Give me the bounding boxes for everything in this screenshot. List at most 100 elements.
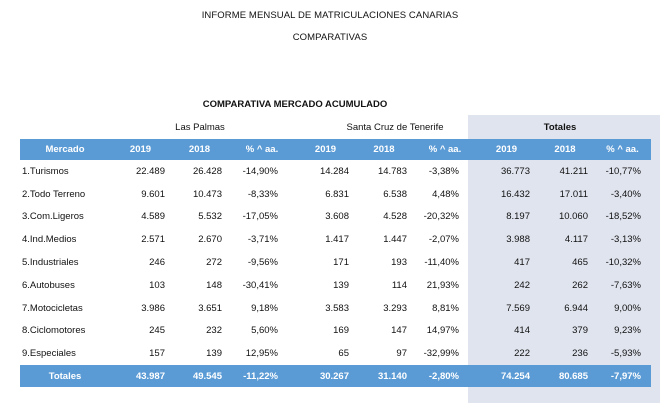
group-label-las-palmas: Las Palmas: [175, 122, 225, 133]
table-cell: 22.489: [135, 165, 165, 177]
totals-cell: 80.685: [536, 365, 594, 388]
table-cell: 7.569: [506, 302, 530, 314]
totals-cell: 31.140: [355, 365, 413, 388]
table-cell: 6.538: [383, 188, 407, 200]
table-cell: 245: [149, 325, 165, 337]
table-cell: 65: [338, 348, 349, 360]
table-cell: 21,93%: [426, 279, 459, 291]
table-cell: 16.432: [500, 188, 530, 200]
table-cell: -20,32%: [423, 211, 459, 223]
table-cell: 3.293: [383, 302, 407, 314]
table-cell: 14.783: [377, 165, 407, 177]
table-cell: -10,77%: [605, 165, 641, 177]
table-cell: 17.011: [559, 188, 588, 200]
table-cell: -32,99%: [423, 348, 459, 360]
table-cell: -8,33%: [247, 188, 278, 200]
table-cell: 12,95%: [245, 348, 278, 360]
column-header: 2019: [110, 139, 171, 160]
table-cell: 103: [149, 279, 165, 291]
market-name: 1.Turismos: [22, 165, 69, 177]
table-cell: 2.571: [141, 234, 165, 246]
table-row: 7.Motocicletas 3.986 3.651 9,18% 3.583 3…: [20, 297, 651, 320]
table-cell: 8,81%: [432, 302, 459, 314]
table-cell: 8.197: [506, 211, 530, 223]
table-row: 4.Ind.Medios 2.571 2.670 -3,71% 1.417 1.…: [20, 228, 651, 251]
table-row: 2.Todo Terreno 9.601 10.473 -8,33% 6.831…: [20, 183, 651, 206]
table-cell: 14,97%: [426, 325, 459, 337]
table-row: 1.Turismos 22.489 26.428 -14,90% 14.284 …: [20, 160, 651, 183]
totals-cell: -11,22%: [228, 365, 296, 388]
table-cell: 157: [149, 348, 165, 360]
table-cell: 6.944: [564, 302, 588, 314]
table-cell: 379: [572, 325, 588, 337]
table-cell: 9.601: [141, 188, 165, 200]
table-cell: 4.528: [383, 211, 407, 223]
header-row: Mercado 2019 2018 % ^ aa. 2019 2018 % ^ …: [20, 139, 651, 160]
table-cell: 41.211: [559, 165, 588, 177]
column-header: 2018: [536, 139, 594, 160]
table-cell: 3.651: [198, 302, 222, 314]
column-header: Mercado: [20, 139, 110, 160]
totals-cell: 43.987: [110, 365, 171, 388]
report-subtitle: COMPARATIVAS: [292, 32, 368, 43]
table-cell: 9,00%: [614, 302, 641, 314]
table-cell: 26.428: [192, 165, 222, 177]
table-cell: -9,56%: [247, 257, 278, 269]
table-cell: 242: [514, 279, 530, 291]
table-cell: 169: [333, 325, 349, 337]
totals-label: Totales: [20, 365, 110, 388]
table-cell: 147: [391, 325, 407, 337]
table-cell: 5,60%: [251, 325, 278, 337]
totals-row: Totales 43.987 49.545 -11,22% 30.267 31.…: [20, 365, 651, 388]
table-cell: 465: [572, 257, 588, 269]
table-cell: 246: [149, 257, 165, 269]
table-cell: 97: [396, 348, 407, 360]
column-header: 2019: [296, 139, 355, 160]
table-cell: -14,90%: [242, 165, 278, 177]
totals-column-shading: [468, 115, 660, 403]
table-cell: -2,07%: [428, 234, 459, 246]
table-cell: -30,41%: [242, 279, 278, 291]
report-title: INFORME MENSUAL DE MATRICULACIONES CANAR…: [201, 10, 459, 21]
totals-cell: -7,97%: [594, 365, 651, 388]
column-header: 2018: [355, 139, 413, 160]
table-cell: -11,40%: [424, 257, 459, 269]
table-cell: 9,18%: [251, 302, 278, 314]
table-row: 5.Industriales 246 272 -9,56% 171 193 -1…: [20, 251, 651, 274]
table-cell: 4,48%: [432, 188, 459, 200]
table-row: 8.Ciclomotores 245 232 5,60% 169 147 14,…: [20, 320, 651, 343]
table-cell: -10,32%: [605, 257, 641, 269]
table-cell: -3,38%: [428, 165, 459, 177]
group-label-tenerife: Santa Cruz de Tenerife: [346, 122, 444, 133]
table-cell: 4.589: [141, 211, 165, 223]
table-cell: -17,05%: [242, 211, 278, 223]
table-cell: 4.117: [564, 234, 588, 246]
table-cell: 2.670: [198, 234, 222, 246]
market-name: 2.Todo Terreno: [22, 188, 86, 200]
table-cell: 1.447: [383, 234, 407, 246]
table-cell: -18,52%: [605, 211, 641, 223]
table-cell: 414: [514, 325, 530, 337]
market-name: 5.Industriales: [22, 257, 79, 269]
table-cell: 1.417: [325, 234, 349, 246]
table-cell: 9,23%: [614, 325, 641, 337]
table-cell: 6.831: [325, 188, 349, 200]
table-cell: 36.773: [500, 165, 530, 177]
totals-cell: 74.254: [477, 365, 536, 388]
table-cell: 10.473: [192, 188, 222, 200]
totals-cell: 49.545: [171, 365, 228, 388]
table-cell: 171: [333, 257, 349, 269]
table-cell: 3.608: [325, 211, 349, 223]
market-name: 7.Motocicletas: [22, 302, 83, 314]
table-cell: 139: [206, 348, 222, 360]
market-name: 6.Autobuses: [22, 279, 75, 291]
table-cell: 232: [206, 325, 222, 337]
table-cell: -3,71%: [247, 234, 278, 246]
column-header: % ^ aa.: [594, 139, 651, 160]
section-title: COMPARATIVA MERCADO ACUMULADO: [202, 99, 388, 110]
totals-cell: 30.267: [296, 365, 355, 388]
market-name: 3.Com.Ligeros: [22, 211, 84, 223]
table-cell: 3.583: [325, 302, 349, 314]
table-cell: -3,40%: [610, 188, 641, 200]
market-name: 9.Especiales: [22, 348, 76, 360]
